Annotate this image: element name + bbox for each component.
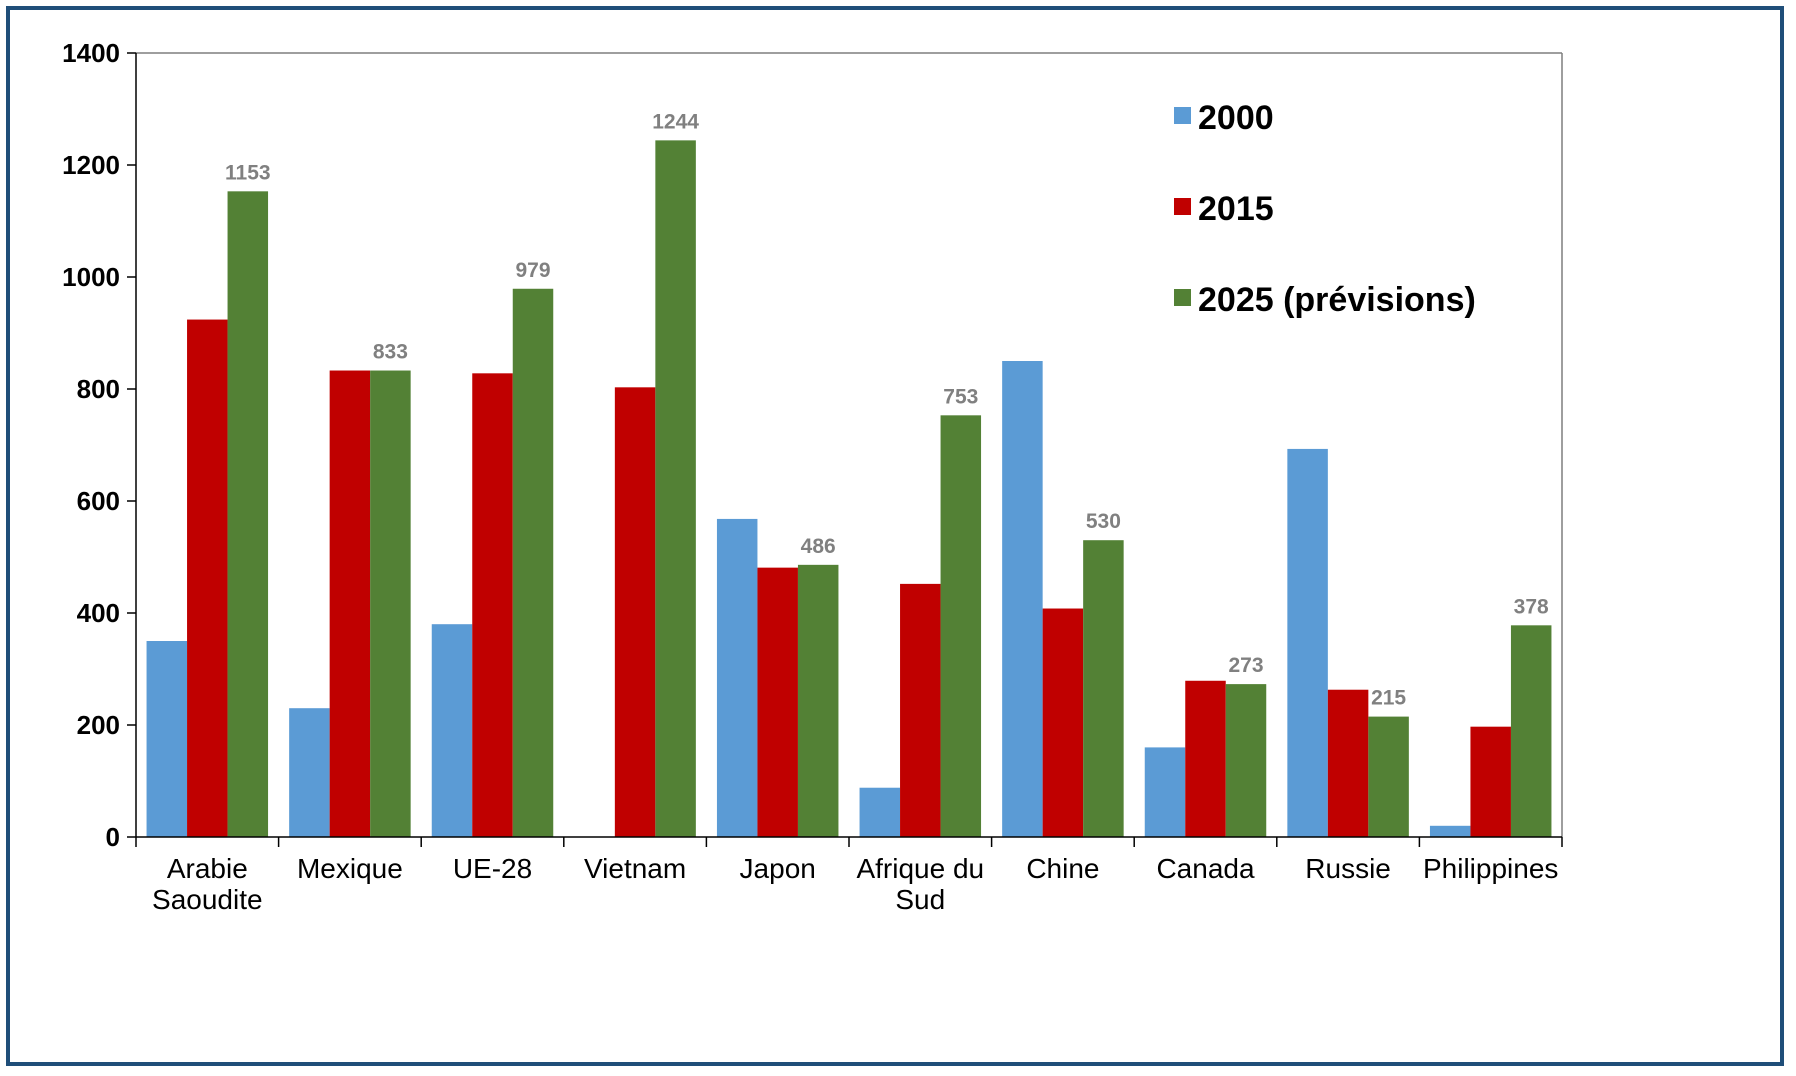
bar-2015-7: [1185, 680, 1226, 837]
bar-2000-0: [146, 641, 188, 837]
data-label: 833: [373, 341, 408, 364]
axes: [127, 52, 1563, 847]
data-label: 1153: [225, 161, 271, 184]
bar-2015-3: [614, 387, 656, 837]
category-label: Philippines: [1423, 853, 1558, 884]
bar-2015-5: [900, 583, 941, 837]
plot-area: [136, 52, 1563, 837]
bar-2025-1: [370, 370, 411, 837]
y-tick-label: 400: [77, 598, 120, 628]
data-label: 530: [1086, 510, 1121, 533]
y-tick-label: 1000: [62, 262, 120, 292]
bar-2025-7: [1225, 684, 1267, 837]
y-tick-label: 200: [77, 710, 120, 740]
bar-chart: 0 200 400 600 800 1000 1200 1400 Arabie Saoudite M…: [62, 38, 1563, 915]
category-label: Russie: [1305, 853, 1391, 884]
legend: 2000 2015 2025 (prévisions): [1174, 99, 1476, 319]
bars: [146, 140, 1552, 838]
data-label: 979: [515, 259, 550, 282]
category-label: UE-28: [453, 853, 532, 884]
bar-2015-9: [1470, 726, 1511, 837]
bar-2000-9: [1429, 825, 1471, 837]
data-label: 378: [1514, 595, 1549, 618]
legend-label: 2000: [1198, 99, 1274, 137]
y-tick-label: 1400: [62, 38, 120, 68]
category-label: Arabie Saoudite: [152, 853, 263, 915]
category-label: Japon: [740, 853, 816, 884]
bar-2000-5: [859, 787, 901, 837]
bar-2015-6: [1042, 608, 1084, 837]
bar-2025-2: [512, 288, 554, 837]
y-tick-label: 600: [77, 486, 120, 516]
bar-2015-1: [329, 370, 371, 837]
bar-2000-8: [1287, 448, 1328, 837]
category-label: Afrique du Sud: [856, 853, 984, 915]
data-label: 753: [943, 385, 978, 408]
legend-swatch: [1174, 198, 1191, 215]
data-label: 1244: [652, 110, 699, 133]
legend-label: 2025 (prévisions): [1198, 281, 1476, 319]
bar-2000-6: [1002, 361, 1043, 837]
category-label: Vietnam: [584, 853, 686, 884]
bar-2000-4: [716, 518, 758, 837]
bar-2015-4: [757, 567, 798, 837]
data-label: 273: [1228, 654, 1263, 677]
bar-2015-0: [187, 319, 228, 837]
y-tick-label: 1200: [62, 150, 120, 180]
legend-swatch: [1174, 289, 1191, 306]
bar-2000-2: [431, 624, 473, 837]
bar-2025-6: [1083, 540, 1124, 837]
bar-2000-1: [289, 708, 330, 837]
bar-2025-0: [227, 191, 269, 837]
category-label: Chine: [1026, 853, 1099, 884]
legend-swatch: [1174, 107, 1191, 124]
y-tick-label: 800: [77, 374, 120, 404]
bar-2025-5: [940, 415, 982, 837]
category-label: Canada: [1156, 853, 1255, 884]
bar-2025-4: [797, 564, 839, 837]
labels: 0 200 400 600 800 1000 1200 1400 Arabie Saoudite M…: [62, 38, 1558, 915]
bar-2025-3: [655, 140, 696, 838]
legend-label: 2015: [1198, 190, 1274, 228]
bar-2015-8: [1327, 689, 1369, 837]
category-label: Mexique: [297, 853, 403, 884]
chart-frame: 0 200 400 600 800 1000 1200 1400 Arabie Saoudite M…: [6, 6, 1784, 1066]
bar-2025-8: [1368, 716, 1409, 837]
bar-2025-9: [1510, 625, 1552, 837]
data-label: 215: [1371, 687, 1406, 710]
bar-2015-2: [472, 373, 513, 837]
y-tick-label: 0: [106, 822, 120, 852]
bar-2000-7: [1144, 747, 1186, 837]
data-label: 486: [801, 535, 836, 558]
